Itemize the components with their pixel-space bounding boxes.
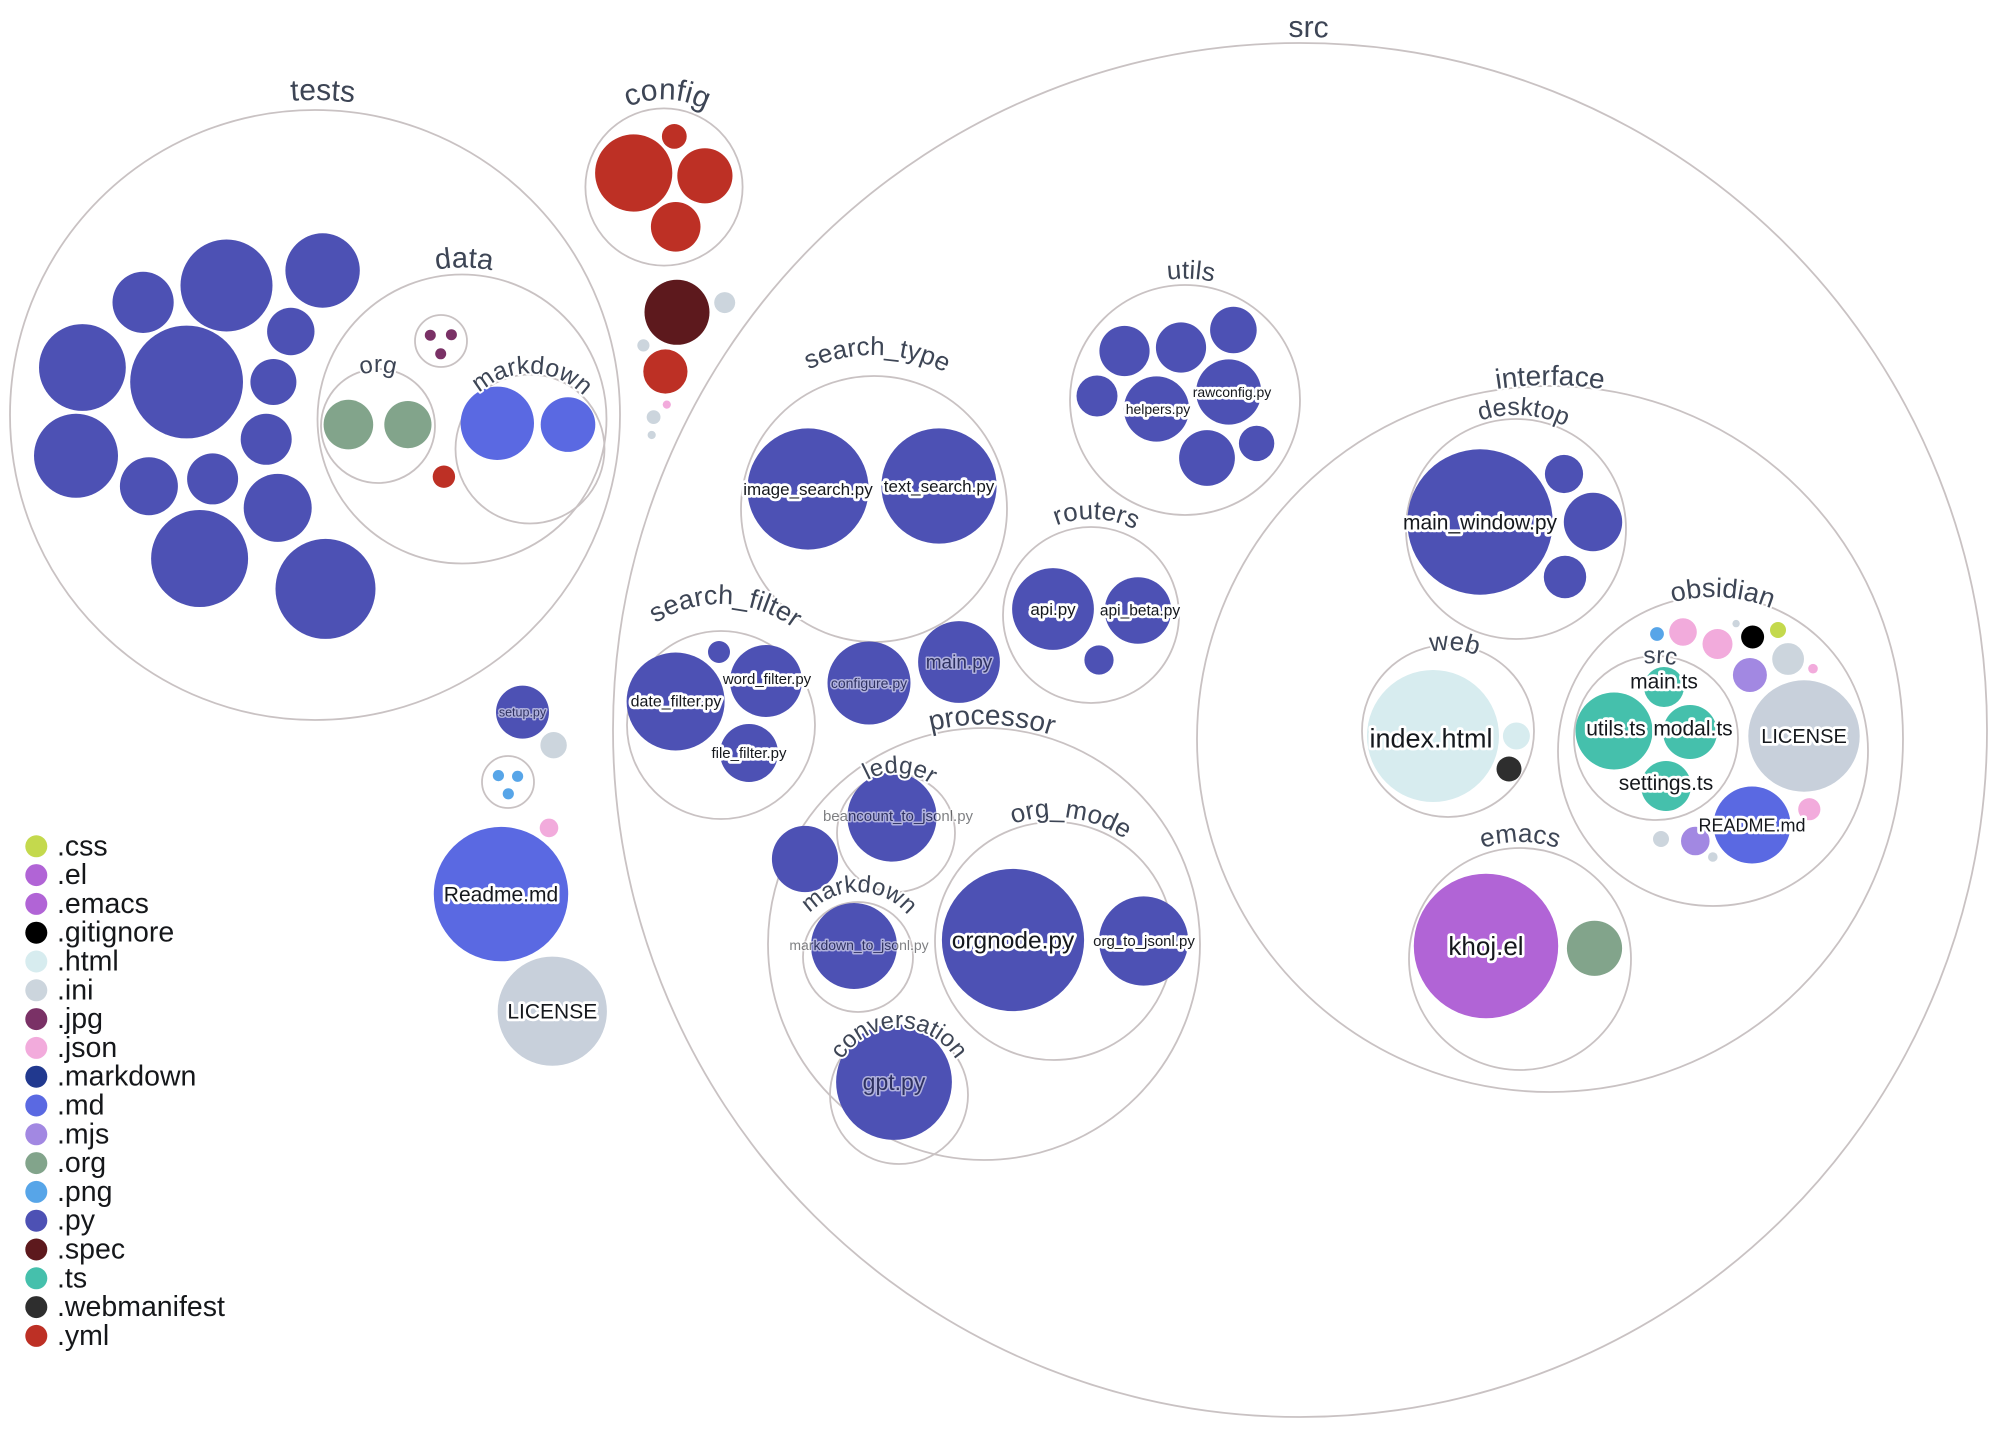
svg-text:data: data [433,242,497,277]
svg-text:.css: .css [57,830,108,862]
svg-text:modal.ts: modal.ts [1653,717,1732,740]
svg-text:.mjs: .mjs [57,1118,109,1150]
svg-text:beancount_to_jsonl.py: beancount_to_jsonl.py [823,808,974,825]
svg-text:api.py: api.py [1030,600,1076,619]
svg-text:.ts: .ts [57,1262,87,1294]
svg-text:setup.py: setup.py [499,705,547,719]
svg-text:src: src [1642,642,1679,671]
svg-text:api_beta.py: api_beta.py [1100,602,1180,619]
svg-text:file_filter.py: file_filter.py [711,745,787,762]
svg-text:index.html: index.html [1369,724,1492,754]
svg-text:main.py: main.py [926,653,993,674]
svg-text:utils: utils [1165,255,1217,288]
svg-text:.emacs: .emacs [57,888,149,920]
svg-text:LICENSE: LICENSE [1761,726,1847,748]
svg-text:.el: .el [57,859,87,891]
svg-text:orgnode.py: orgnode.py [952,928,1075,955]
svg-text:.spec: .spec [57,1234,125,1266]
svg-text:LICENSE: LICENSE [507,1001,597,1024]
svg-text:Readme.md: Readme.md [444,884,558,907]
svg-text:rawconfig.py: rawconfig.py [1193,384,1272,400]
svg-text:README.md: README.md [1698,815,1805,835]
svg-text:main.ts: main.ts [1630,670,1698,693]
svg-text:.yml: .yml [57,1320,109,1352]
svg-text:word_filter.py: word_filter.py [722,671,812,688]
svg-text:helpers.py: helpers.py [1126,401,1191,417]
svg-text:src: src [1288,11,1329,45]
svg-text:utils.ts: utils.ts [1586,717,1646,740]
svg-text:web: web [1427,626,1484,661]
svg-text:interface: interface [1493,360,1607,395]
svg-text:text_search.py: text_search.py [884,477,995,496]
svg-text:.org: .org [57,1147,106,1179]
svg-text:org: org [357,351,400,380]
svg-text:.jpg: .jpg [57,1003,103,1035]
svg-text:.webmanifest: .webmanifest [57,1291,225,1323]
svg-text:.gitignore: .gitignore [57,917,174,949]
svg-text:.html: .html [57,946,119,978]
svg-text:.md: .md [57,1090,105,1122]
svg-text:settings.ts: settings.ts [1619,772,1714,795]
svg-text:.json: .json [57,1032,117,1064]
svg-text:image_search.py: image_search.py [743,480,873,499]
svg-text:org_to_jsonl.py: org_to_jsonl.py [1093,933,1195,950]
svg-text:.markdown: .markdown [57,1061,196,1093]
svg-text:markdown_to_jsonl.py: markdown_to_jsonl.py [789,937,928,953]
svg-text:main_window.py: main_window.py [1403,511,1558,534]
svg-text:.png: .png [57,1176,112,1208]
svg-text:.ini: .ini [57,974,93,1006]
svg-text:.py: .py [57,1205,96,1237]
svg-text:khoj.el: khoj.el [1448,931,1523,961]
svg-text:tests: tests [289,74,356,109]
svg-text:gpt.py: gpt.py [863,1069,926,1095]
svg-text:date_filter.py: date_filter.py [631,694,722,711]
svg-text:configure.py: configure.py [831,675,907,691]
